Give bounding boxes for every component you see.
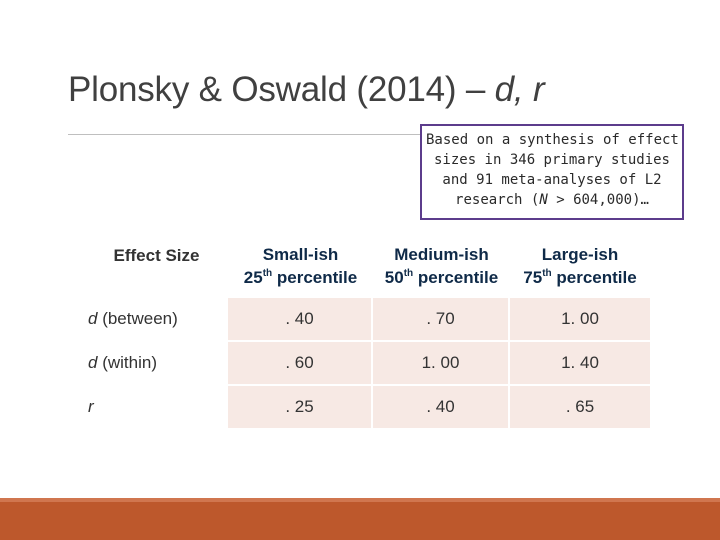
cell-d-within-small: . 60 — [228, 342, 373, 386]
header-small: Small-ish 25th percentile — [228, 236, 373, 298]
header-medium-pct-word: percentile — [413, 268, 499, 287]
row-label-rest: (between) — [97, 309, 178, 328]
row-label-symbol: r — [88, 397, 94, 416]
table-row: d (between) . 40 . 70 1. 00 — [85, 298, 650, 342]
cell-d-within-large: 1. 40 — [510, 342, 650, 386]
callout-line-1: Based on a synthesis of effect — [426, 132, 679, 148]
header-small-percentile: 25th percentile — [228, 266, 373, 290]
header-medium-pct-num: 50 — [384, 268, 404, 287]
table-header-row: Effect Size Small-ish 25th percentile Me… — [85, 236, 650, 298]
title-main-text: Plonsky & Oswald (2014) – — [68, 70, 495, 109]
row-label-d-within: d (within) — [85, 342, 228, 386]
callout-line-3: and 91 meta-analyses of L2 — [442, 172, 662, 188]
table-row: r . 25 . 40 . 65 — [85, 386, 650, 430]
effect-size-table: Effect Size Small-ish 25th percentile Me… — [85, 236, 650, 430]
header-large-pct-num: 75 — [523, 268, 543, 287]
callout-line-4-pre: research ( — [455, 192, 540, 208]
header-small-pct-sup: th — [262, 268, 273, 279]
slide-title: Plonsky & Oswald (2014) – d, r — [68, 70, 545, 110]
header-medium-pct-sup: th — [403, 268, 414, 279]
header-large-pct-sup: th — [542, 268, 552, 279]
title-italic-text: d, r — [494, 70, 545, 109]
row-label-d-between: d (between) — [85, 298, 228, 342]
callout-line-4: research (N > 604,000)… — [426, 190, 678, 210]
cell-r-large: . 65 — [510, 386, 650, 430]
cell-d-between-large: 1. 00 — [510, 298, 650, 342]
header-medium: Medium-ish 50th percentile — [373, 236, 510, 298]
header-large-percentile: 75th percentile — [510, 266, 650, 290]
header-medium-percentile: 50th percentile — [373, 266, 510, 290]
header-large-name: Large-ish — [541, 245, 619, 264]
cell-r-medium: . 40 — [373, 386, 510, 430]
cell-d-between-small: . 40 — [228, 298, 373, 342]
cell-d-within-medium: 1. 00 — [373, 342, 510, 386]
footer-accent-line — [0, 498, 720, 502]
header-small-pct-num: 25 — [243, 268, 263, 287]
callout-n-symbol: N — [539, 192, 548, 208]
header-small-name: Small-ish — [262, 245, 339, 264]
header-small-pct-word: percentile — [272, 268, 358, 287]
row-label-symbol: d — [88, 353, 98, 372]
callout-line-2: sizes in 346 primary studies — [433, 152, 670, 168]
row-label-symbol: d — [88, 309, 98, 328]
header-effect-size: Effect Size — [113, 246, 200, 265]
header-large-pct-word: percentile — [551, 268, 637, 287]
title-divider — [68, 134, 420, 135]
synthesis-callout-box: Based on a synthesis of effect sizes in … — [420, 124, 684, 220]
cell-r-small: . 25 — [228, 386, 373, 430]
row-label-r: r — [85, 386, 228, 430]
header-large: Large-ish 75th percentile — [510, 236, 650, 298]
table-row: d (within) . 60 1. 00 1. 40 — [85, 342, 650, 386]
callout-line-4-post: > 604,000)… — [547, 192, 649, 208]
header-medium-name: Medium-ish — [394, 245, 489, 264]
footer-accent-bar — [0, 498, 720, 540]
row-label-rest: (within) — [97, 353, 157, 372]
cell-d-between-medium: . 70 — [373, 298, 510, 342]
